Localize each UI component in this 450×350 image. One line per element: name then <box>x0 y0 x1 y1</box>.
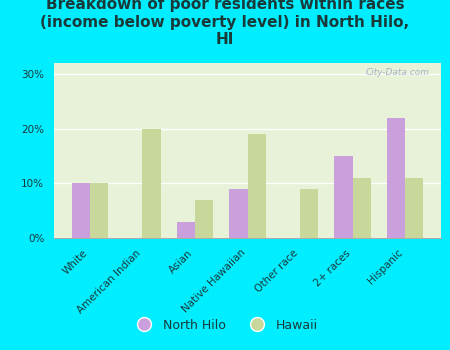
Bar <box>176 222 195 238</box>
Bar <box>405 178 423 238</box>
Text: Breakdown of poor residents within races
(income below poverty level) in North H: Breakdown of poor residents within races… <box>40 0 410 47</box>
Bar <box>72 183 90 238</box>
Text: City-Data.com: City-Data.com <box>365 68 429 77</box>
Bar <box>248 134 266 238</box>
Bar <box>195 200 213 238</box>
Legend: North Hilo, Hawaii: North Hilo, Hawaii <box>127 314 323 337</box>
Bar <box>229 189 248 238</box>
Bar <box>90 183 108 238</box>
Bar <box>143 129 161 238</box>
Bar <box>352 178 371 238</box>
Bar <box>387 118 405 238</box>
Bar <box>334 156 352 238</box>
Bar <box>300 189 319 238</box>
